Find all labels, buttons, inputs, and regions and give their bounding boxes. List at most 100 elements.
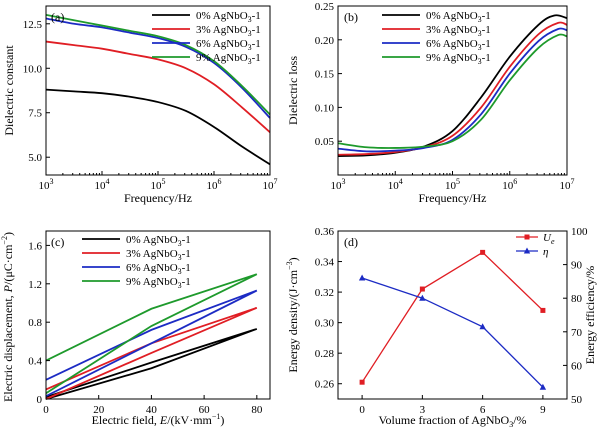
axis-superscript: −2: [0, 236, 9, 245]
panel-label: (d): [344, 235, 358, 249]
series-loop-0: [45, 328, 258, 400]
y2-tick-label: 100: [571, 226, 588, 238]
y-tick-label: 0.32: [315, 287, 334, 299]
legend-marker-triangle: [523, 247, 531, 254]
x-tick-base: 10: [95, 180, 107, 192]
x-tick-base: 10: [151, 180, 163, 192]
x-tick-base: 10: [263, 180, 275, 192]
legend-text: -1: [182, 248, 191, 260]
plot-frame-d: [337, 230, 568, 400]
y-tick-label: 0.05: [315, 136, 335, 148]
x-tick-label: 3: [420, 404, 426, 416]
x-tick-label: 6: [480, 404, 486, 416]
legend-label: 9% AgNbO3-1: [126, 276, 191, 290]
axis-text: Volume fraction of AgNbO: [378, 413, 509, 427]
data-marker-square: [540, 307, 546, 313]
legend-text: -1: [182, 262, 191, 274]
x-axis-title: Frequency/Hz: [124, 191, 192, 205]
x-tick-label: 9: [540, 404, 546, 416]
legend-text: η: [543, 246, 548, 258]
legend-text: 3% AgNbO: [426, 24, 478, 36]
series-line-0: [361, 251, 544, 383]
legend-label: 9% AgNbO3-1: [426, 52, 491, 66]
y-tick-label: 0.8: [28, 317, 42, 329]
y2-tick-label: 50: [571, 394, 583, 406]
legend-subscript: 3: [248, 15, 252, 24]
legend-label: Ue: [543, 232, 555, 246]
x-tick-exponent: 6: [218, 177, 222, 186]
panel-label: (c): [51, 235, 64, 249]
x-tick-exponent: 4: [399, 177, 403, 186]
x-tick-exponent: 6: [513, 177, 517, 186]
plot-frame-c: [45, 230, 271, 400]
y-tick-label: 1.2: [28, 279, 42, 291]
series-line-0: [45, 88, 271, 166]
x-tick-label: 80: [251, 404, 263, 416]
x-tick-base: 10: [388, 180, 400, 192]
axis-text: /%: [513, 413, 526, 427]
y-tick-label: 0.30: [315, 318, 335, 330]
axis-text: Electric field,: [92, 413, 160, 427]
legend-text: 9% AgNbO: [426, 52, 478, 64]
x-tick-base: 10: [207, 180, 219, 192]
legend-text: 9% AgNbO: [196, 52, 248, 64]
axis-italic: P: [1, 284, 15, 293]
legend-subscript: 3: [178, 253, 182, 262]
axis-superscript: −3: [285, 261, 294, 270]
x-tick-exponent: 3: [50, 177, 54, 186]
series-line-1: [361, 277, 544, 388]
x-axis-title: Frequency/Hz: [419, 191, 487, 205]
legend-text: -1: [252, 38, 261, 50]
x-tick-exponent: 3: [342, 177, 346, 186]
x-tick-label: 105: [151, 177, 166, 192]
series-line-1: [337, 21, 568, 156]
series-loop-3: [45, 273, 258, 394]
legend-label: 3% AgNbO3-1: [126, 248, 191, 262]
axis-text: Electric displacement,: [1, 292, 15, 402]
y-tick-label: 12.5: [23, 19, 43, 31]
series-line-2: [45, 17, 271, 119]
x-tick-label: 103: [331, 177, 346, 192]
x-tick-label: 105: [445, 177, 460, 192]
x-tick-label: 104: [388, 177, 403, 192]
y-tick-label: 0.10: [315, 102, 335, 114]
axis-text: ): [220, 413, 224, 427]
legend-subscript: 3: [248, 57, 252, 66]
legend-subscript: e: [551, 237, 555, 246]
legend-label: 0% AgNbO3-1: [126, 234, 191, 248]
x-tick-label: 107: [560, 177, 575, 192]
x-tick-base: 10: [331, 180, 343, 192]
legend-text: -1: [182, 276, 191, 288]
y-tick-label: 0: [37, 394, 43, 406]
x-tick-base: 10: [502, 180, 514, 192]
legend-label: 6% AgNbO3-1: [196, 38, 261, 52]
series-loop-1: [45, 306, 258, 400]
x-tick-label: 40: [146, 404, 158, 416]
legend-text: -1: [182, 234, 191, 246]
axis-text: Energy density/(J·cm: [286, 269, 300, 372]
series-loop-2: [45, 289, 258, 397]
axis-subscript: 3: [509, 420, 513, 429]
y-axis-title: Dielectric loss: [286, 56, 300, 125]
y-tick-label: 0.15: [315, 69, 335, 81]
y-tick-label: 1.6: [28, 240, 42, 252]
y-tick-label: 7.5: [28, 108, 42, 120]
legend-label: 0% AgNbO3-1: [426, 10, 491, 24]
legend-label: 3% AgNbO3-1: [426, 24, 491, 38]
x-tick-exponent: 7: [571, 177, 575, 186]
y-tick-label: 10.0: [23, 63, 43, 75]
y-tick-label: 0.36: [315, 226, 335, 238]
legend-subscript: 3: [248, 43, 252, 52]
y2-tick-label: 90: [571, 260, 583, 272]
legend-text: -1: [482, 52, 491, 64]
legend-label: 6% AgNbO3-1: [126, 262, 191, 276]
legend-subscript: 3: [178, 281, 182, 290]
y2-axis-title: Energy efficiency/%: [583, 266, 597, 365]
x-tick-label: 60: [199, 404, 211, 416]
legend-text: -1: [482, 38, 491, 50]
axis-superscript: −1: [212, 412, 221, 421]
y-axis-title: Dielectric constant: [2, 45, 16, 136]
panel-label: (b): [344, 10, 358, 24]
data-marker-square: [419, 286, 425, 292]
legend-text: 0% AgNbO: [126, 234, 178, 246]
